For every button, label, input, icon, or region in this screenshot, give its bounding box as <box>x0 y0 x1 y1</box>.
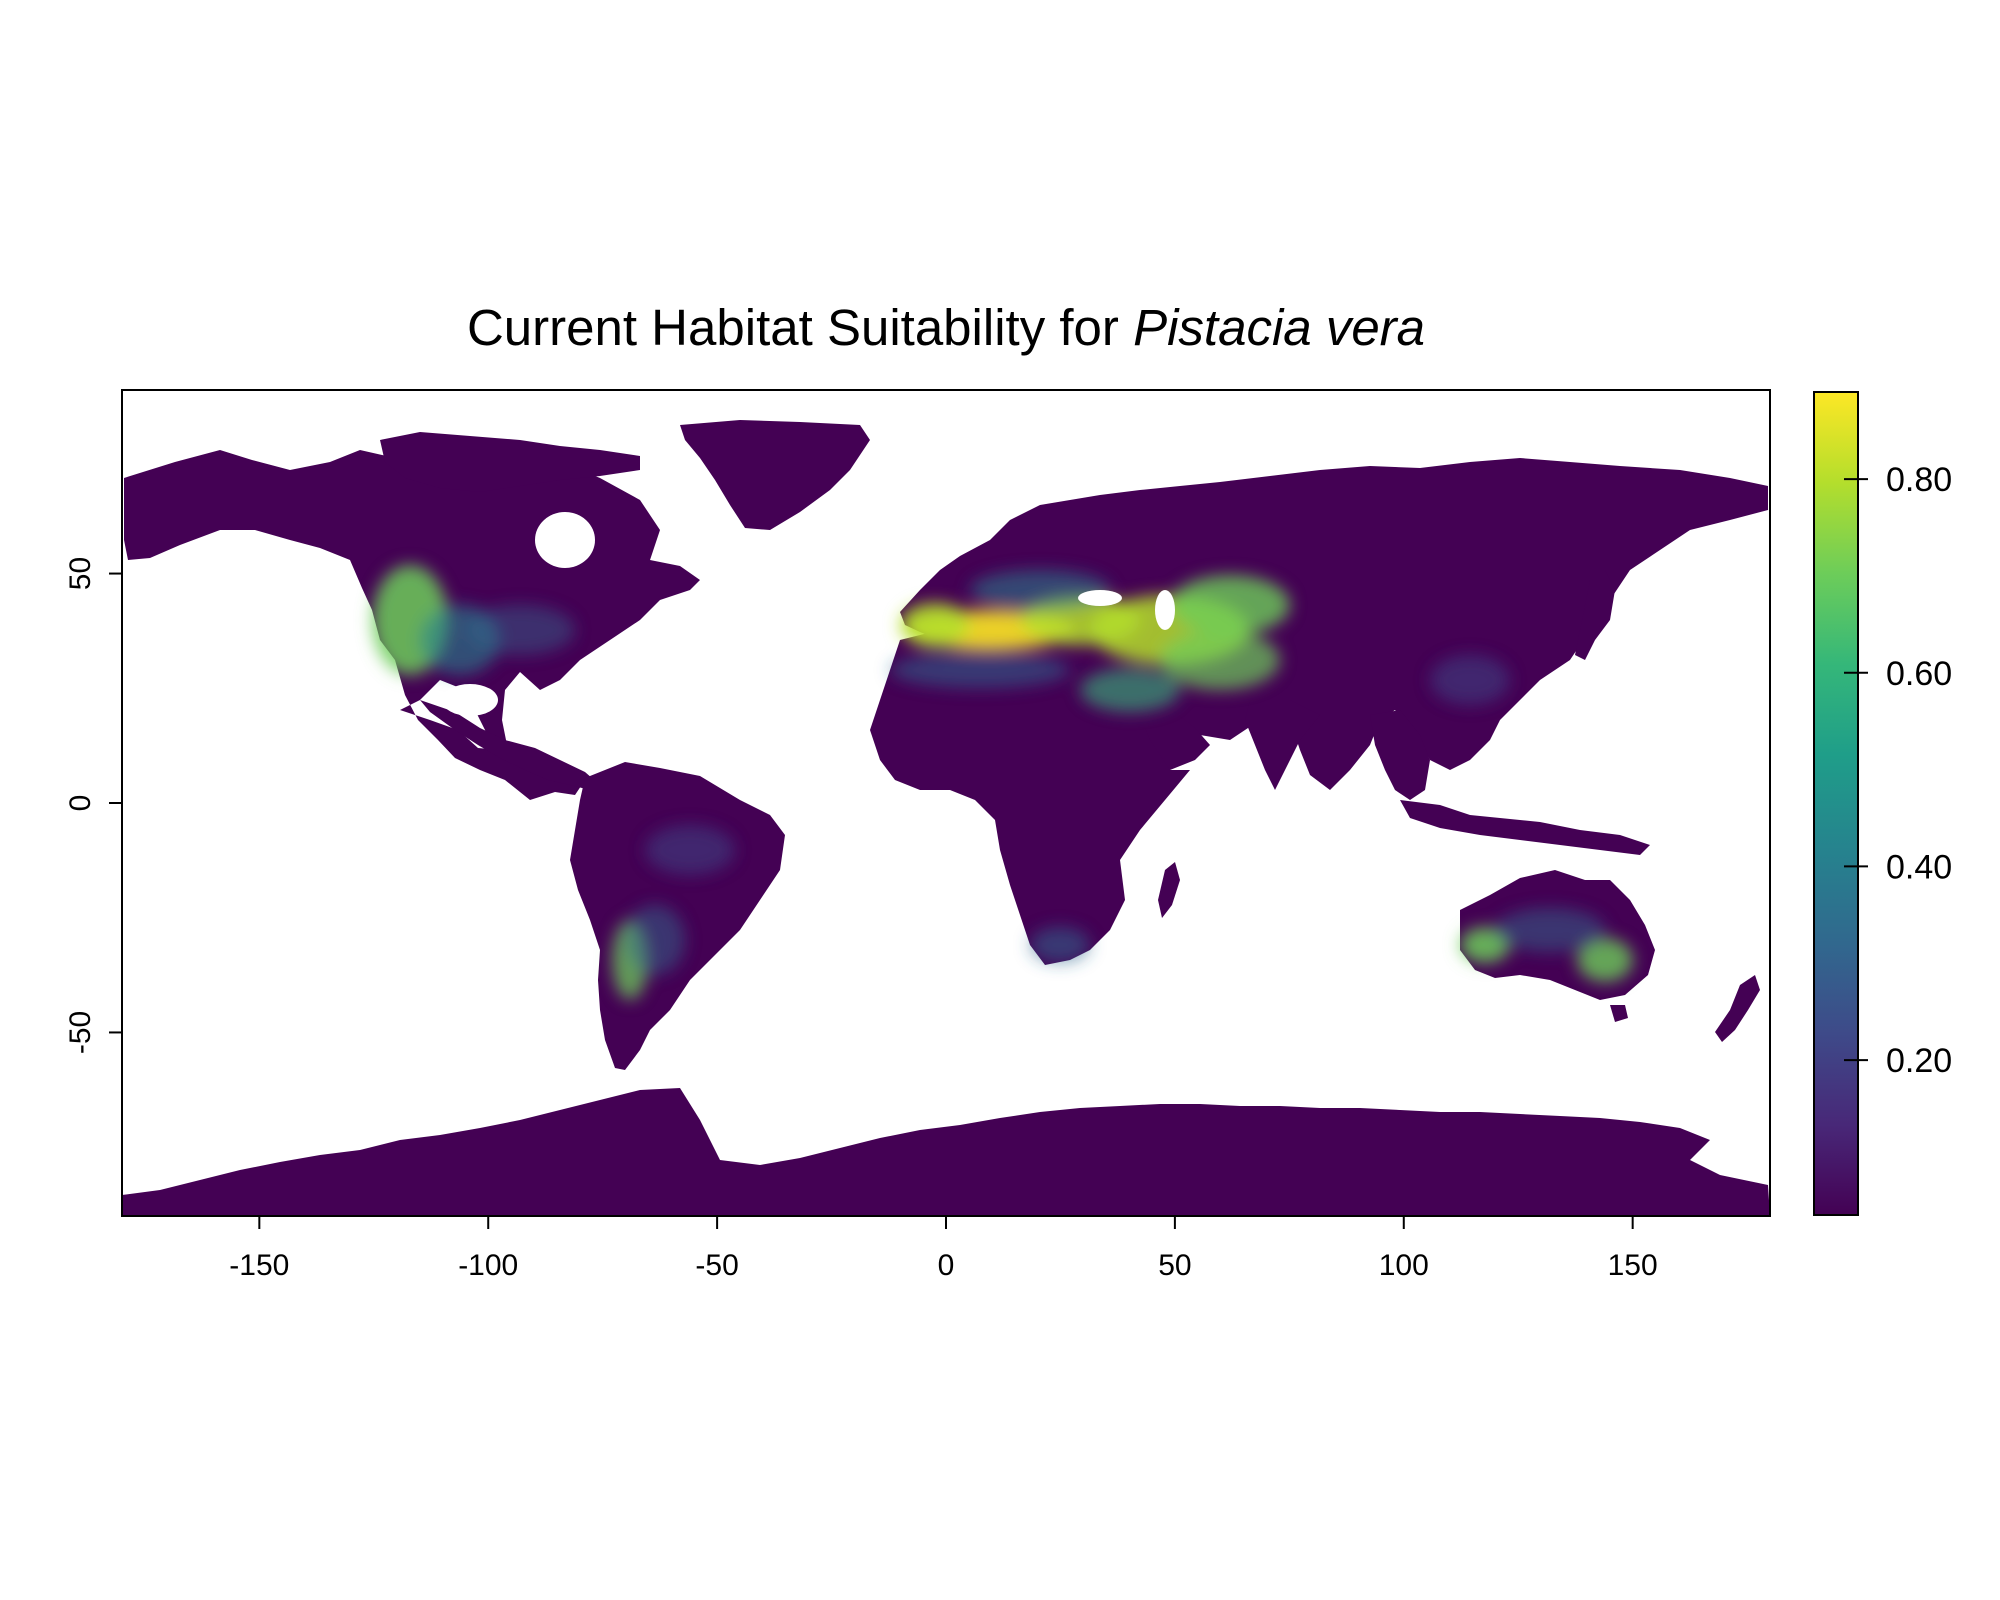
central-america <box>420 700 600 790</box>
x-tick-label: -150 <box>229 1249 289 1282</box>
chart-title: Current Habitat Suitability for Pistacia… <box>467 299 1425 356</box>
x-tick-label: 150 <box>1608 1249 1658 1282</box>
japan <box>1575 570 1615 660</box>
caspian-sea <box>1155 590 1175 630</box>
y-tick-label: -50 <box>64 1011 97 1054</box>
suitability-overlay <box>372 565 1633 1000</box>
legend-tick-label: 0.60 <box>1886 655 1952 693</box>
greenland <box>680 420 870 530</box>
legend-colorbar <box>1813 391 1859 1216</box>
tasmania <box>1610 1005 1628 1022</box>
gulf-of-mexico <box>442 684 498 716</box>
new-zealand <box>1715 975 1760 1042</box>
black-sea <box>1078 590 1122 606</box>
legend-tick-label: 0.40 <box>1886 848 1952 886</box>
southeast-asia <box>1370 710 1430 800</box>
x-tick-label: -100 <box>458 1249 518 1282</box>
y-tick-label: 50 <box>64 557 97 590</box>
eurasia <box>900 458 1768 790</box>
map-panel <box>122 390 1770 1216</box>
title-species: Pistacia vera <box>1133 299 1425 356</box>
x-tick-label: 50 <box>1158 1249 1191 1282</box>
legend-tick-label: 0.80 <box>1886 461 1952 499</box>
y-axis: 50 0 -50 <box>64 557 123 1054</box>
arctic-islands <box>380 432 640 492</box>
india <box>1245 700 1320 790</box>
southeast-australia-suitability <box>1577 938 1633 982</box>
indonesia <box>1400 800 1650 855</box>
x-axis: -150 -100 -50 0 50 100 150 <box>229 1215 1658 1282</box>
africa <box>870 630 1190 965</box>
y-tick-label: 0 <box>64 795 97 812</box>
x-tick-label: 100 <box>1379 1249 1429 1282</box>
madagascar <box>1158 862 1180 918</box>
legend: 0.20 0.40 0.60 0.80 <box>1813 391 1952 1216</box>
antarctica <box>122 1088 1770 1216</box>
legend-ticks: 0.20 0.40 0.60 0.80 <box>1844 461 1952 1080</box>
title-prefix: Current Habitat Suitability for <box>467 299 1119 356</box>
x-tick-label: 0 <box>938 1249 955 1282</box>
legend-tick-label: 0.20 <box>1886 1042 1952 1080</box>
x-tick-label: -50 <box>695 1249 738 1282</box>
hudson-bay <box>535 512 595 568</box>
